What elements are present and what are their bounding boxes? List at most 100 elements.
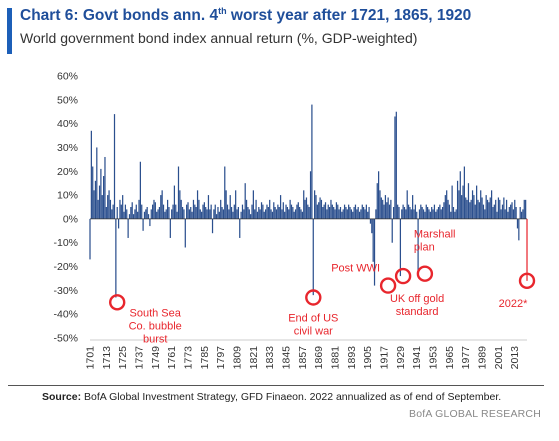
- bar-1851: [293, 211, 295, 219]
- bar-2009: [508, 207, 510, 219]
- bar-2006: [504, 209, 506, 219]
- bar-1987: [478, 202, 480, 219]
- annotation-label-2022: 2022*: [499, 298, 528, 310]
- bar-1998: [493, 204, 495, 219]
- bar-1870: [319, 197, 321, 219]
- x-tick-label: 1857: [297, 346, 309, 370]
- bar-1925: [394, 116, 396, 219]
- bar-1879: [331, 204, 333, 219]
- bar-1823: [255, 199, 257, 219]
- bar-1731: [130, 207, 132, 219]
- x-tick-label: 1977: [460, 346, 472, 370]
- bar-1835: [271, 211, 274, 219]
- bar-1859: [304, 199, 306, 219]
- bar-1895: [353, 207, 355, 219]
- y-tick-label: -30%: [53, 285, 78, 297]
- bar-1941: [416, 211, 418, 219]
- bar-1960: [441, 207, 444, 219]
- bar-1740: [142, 218, 144, 231]
- bar-1763: [173, 185, 176, 219]
- bar-1813: [241, 204, 244, 219]
- bar-1775: [190, 207, 192, 219]
- bar-1884: [338, 209, 340, 219]
- annotation-circle-2022: [518, 272, 536, 289]
- bar-1733: [132, 214, 135, 219]
- x-tick-label: 1905: [362, 346, 374, 370]
- bar-1862: [308, 207, 310, 219]
- x-tick-label: 1881: [330, 346, 342, 370]
- bar-1720: [115, 218, 117, 298]
- bar-1890: [346, 209, 348, 219]
- bar-1910: [373, 218, 376, 286]
- bar-1928: [398, 207, 400, 219]
- bar-2005: [503, 197, 505, 219]
- bar-1907: [369, 218, 372, 224]
- bar-2019: [522, 209, 524, 219]
- bar-1789: [209, 209, 211, 219]
- bar-1887: [342, 209, 344, 219]
- bar-1932: [403, 207, 406, 219]
- bar-1746: [150, 209, 152, 219]
- bar-1744: [147, 214, 150, 219]
- bar-1908: [371, 218, 373, 234]
- bar-1934: [406, 190, 408, 219]
- bar-1927: [397, 204, 399, 219]
- bar-1939: [413, 209, 415, 219]
- bar-1951: [429, 211, 431, 219]
- bar-2021: [525, 199, 527, 219]
- x-tick-label: 1713: [101, 346, 113, 370]
- bar-1956: [436, 209, 438, 219]
- x-tick-label: 1929: [395, 346, 407, 370]
- bar-1914: [379, 190, 381, 219]
- bar-1803: [228, 209, 230, 219]
- bar-1979: [467, 183, 470, 219]
- bar-1913: [378, 171, 380, 219]
- bar-1837: [274, 207, 276, 219]
- bar-1912: [376, 183, 378, 219]
- x-tick-label: 2001: [493, 346, 505, 370]
- bar-1873: [323, 204, 325, 219]
- bar-1944: [420, 204, 422, 219]
- y-tick-label: -10%: [53, 237, 78, 249]
- bar-1936: [409, 207, 411, 219]
- bar-1758: [166, 199, 169, 219]
- bar-1922: [390, 199, 392, 219]
- bar-1701: [89, 218, 91, 260]
- bar-1768: [180, 199, 182, 219]
- bar-1706: [96, 147, 98, 219]
- bar-1982: [471, 190, 474, 219]
- bar-1988: [480, 190, 482, 219]
- bar-1920: [387, 197, 389, 219]
- bar-1846: [286, 207, 289, 219]
- bar-1816: [245, 199, 248, 219]
- bar-1924: [392, 207, 395, 219]
- x-tick-label: 1773: [183, 346, 195, 370]
- y-tick-label: 50%: [57, 94, 78, 106]
- bar-1747: [152, 204, 154, 219]
- bar-1964: [447, 199, 449, 219]
- bar-1937: [410, 209, 412, 219]
- bar-1838: [275, 209, 278, 219]
- x-tick-label: 1965: [444, 346, 456, 370]
- x-tick-label: 1989: [477, 346, 489, 370]
- bar-1901: [361, 204, 363, 219]
- bar-1832: [267, 207, 269, 219]
- bar-2002: [499, 199, 501, 219]
- bar-1709: [100, 168, 102, 219]
- bar-1968: [452, 207, 455, 219]
- bar-1999: [495, 199, 497, 219]
- bar-1865: [312, 218, 314, 296]
- bar-1785: [203, 202, 205, 219]
- bar-1915: [380, 197, 382, 219]
- x-tick-label: 1737: [134, 346, 146, 370]
- bar-1977: [465, 197, 467, 219]
- bar-1931: [402, 204, 404, 219]
- bar-1798: [221, 207, 223, 219]
- bar-1736: [137, 211, 139, 219]
- bar-1971: [456, 180, 459, 219]
- bar-1839: [277, 204, 279, 219]
- bar-1974: [461, 195, 463, 219]
- bar-1808: [235, 190, 237, 219]
- bar-1844: [284, 211, 286, 219]
- bar-1830: [265, 209, 267, 219]
